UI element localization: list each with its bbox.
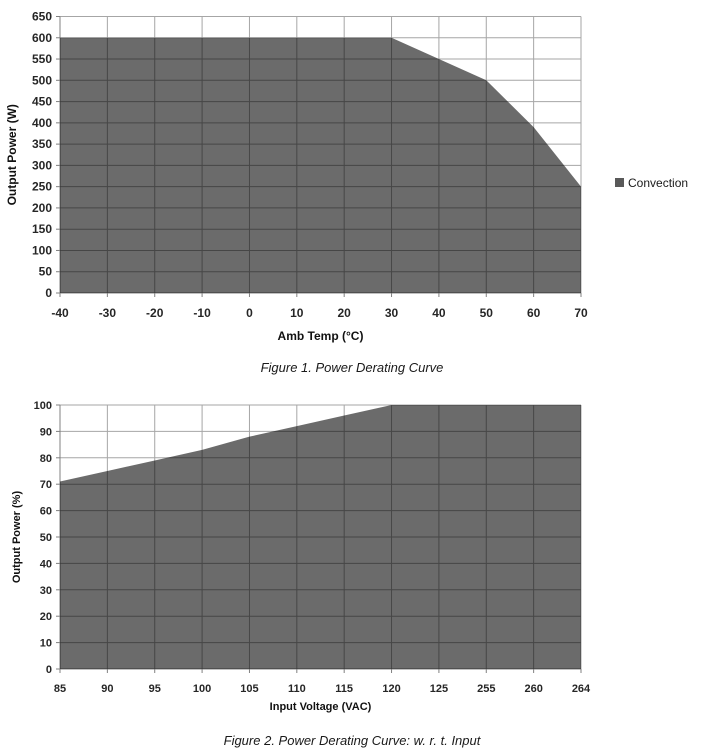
area-series xyxy=(60,405,581,669)
svg-text:70: 70 xyxy=(574,306,588,320)
figure2-caption: Figure 2. Power Derating Curve: w. r. t.… xyxy=(223,733,481,748)
svg-text:100: 100 xyxy=(193,683,211,695)
svg-text:70: 70 xyxy=(40,479,52,491)
svg-text:100: 100 xyxy=(34,400,52,412)
x-tick-labels: -40 -30 -20 -10 0 10 20 30 40 50 60 70 xyxy=(51,306,588,320)
svg-text:0: 0 xyxy=(246,306,253,320)
y-axis-title: Output Power (W) xyxy=(5,104,19,205)
svg-text:0: 0 xyxy=(46,664,52,676)
svg-text:250: 250 xyxy=(32,180,52,194)
svg-text:50: 50 xyxy=(39,265,53,279)
svg-text:95: 95 xyxy=(149,683,161,695)
svg-text:255: 255 xyxy=(477,683,495,695)
power-derating-vs-temperature-chart: 050100150200250300350400450500550600650-… xyxy=(5,10,688,344)
svg-text:150: 150 xyxy=(32,222,52,236)
svg-text:550: 550 xyxy=(32,52,52,66)
svg-text:-40: -40 xyxy=(51,306,69,320)
svg-text:115: 115 xyxy=(335,683,353,695)
power-derating-vs-input-voltage-chart: 0 10 20 30 40 50 60 70 80 90 100 85 90 95 100 105 110 115… xyxy=(11,400,591,713)
svg-text:20: 20 xyxy=(338,306,352,320)
svg-text:350: 350 xyxy=(32,137,52,151)
svg-text:600: 600 xyxy=(32,31,52,45)
svg-text:-10: -10 xyxy=(193,306,211,320)
svg-text:125: 125 xyxy=(430,683,448,695)
legend: Convection xyxy=(615,176,688,190)
svg-text:450: 450 xyxy=(32,95,52,109)
svg-text:100: 100 xyxy=(32,243,52,257)
svg-text:300: 300 xyxy=(32,158,52,172)
y-axis-title: Output Power (%) xyxy=(11,491,23,584)
svg-text:110: 110 xyxy=(288,683,306,695)
y-tick-labels: 0 10 20 30 40 50 60 70 80 90 100 xyxy=(34,400,52,676)
svg-text:90: 90 xyxy=(40,426,52,438)
svg-text:60: 60 xyxy=(40,506,52,518)
svg-text:80: 80 xyxy=(40,453,52,465)
svg-text:10: 10 xyxy=(40,638,52,650)
legend-swatch xyxy=(615,178,624,187)
legend-label: Convection xyxy=(628,176,688,190)
svg-text:50: 50 xyxy=(480,306,494,320)
svg-text:120: 120 xyxy=(382,683,400,695)
svg-text:260: 260 xyxy=(524,683,542,695)
x-tick-labels: 85 90 95 100 105 110 115 120 125 255 260 264 xyxy=(54,683,591,695)
svg-text:105: 105 xyxy=(240,683,258,695)
svg-text:500: 500 xyxy=(32,73,52,87)
svg-text:85: 85 xyxy=(54,683,66,695)
area-series xyxy=(60,37,581,294)
svg-text:30: 30 xyxy=(385,306,399,320)
svg-text:90: 90 xyxy=(101,683,113,695)
svg-text:400: 400 xyxy=(32,116,52,130)
figure1-caption: Figure 1. Power Derating Curve xyxy=(260,360,444,375)
y-tick-labels: 0 50 100 150 200 250 300 350 400 450 500 550 600 650 xyxy=(32,10,52,301)
svg-text:50: 50 xyxy=(40,532,52,544)
svg-text:10: 10 xyxy=(290,306,304,320)
svg-text:40: 40 xyxy=(40,558,52,570)
svg-text:650: 650 xyxy=(32,10,52,24)
svg-text:40: 40 xyxy=(432,306,446,320)
svg-text:-20: -20 xyxy=(146,306,164,320)
svg-text:200: 200 xyxy=(32,201,52,215)
svg-text:60: 60 xyxy=(527,306,541,320)
svg-text:30: 30 xyxy=(40,585,52,597)
svg-text:264: 264 xyxy=(572,683,591,695)
x-axis-title: Amb Temp (°C) xyxy=(278,329,364,343)
x-axis-title: Input Voltage (VAC) xyxy=(270,701,372,713)
svg-text:20: 20 xyxy=(40,611,52,623)
svg-text:-30: -30 xyxy=(99,306,117,320)
svg-text:0: 0 xyxy=(45,286,52,300)
